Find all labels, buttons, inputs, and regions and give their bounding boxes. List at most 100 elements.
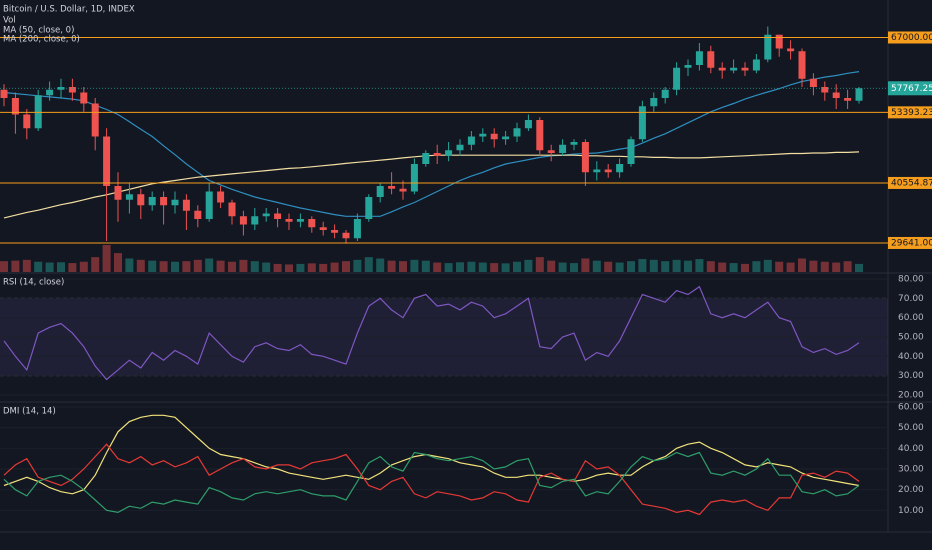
- volume-bar: [786, 262, 795, 272]
- volume-bar: [34, 261, 43, 272]
- volume-bar: [125, 258, 134, 272]
- candle-body: [707, 51, 715, 68]
- volume-bar: [775, 261, 784, 272]
- series-line: [3, 443, 860, 516]
- candle-body: [832, 92, 840, 98]
- volume-bar: [239, 259, 248, 272]
- volume-bar: [627, 261, 635, 272]
- volume-bar: [604, 261, 613, 272]
- y-tick-label: 30.00: [898, 465, 924, 475]
- volume-bar: [592, 260, 601, 272]
- volume-bar: [114, 253, 122, 272]
- volume-bar: [444, 263, 453, 272]
- volume-bar: [262, 262, 271, 272]
- volume-bar: [250, 261, 259, 272]
- y-tick-label: 60.00: [898, 313, 924, 323]
- candle-body: [809, 78, 817, 87]
- volume-bar: [399, 261, 407, 272]
- candle-body: [524, 120, 532, 129]
- y-tick-label: 40.00: [898, 352, 924, 362]
- volume-bar: [171, 261, 179, 272]
- level-label: 67000.00: [891, 33, 932, 43]
- candle-body: [137, 194, 145, 206]
- candle-body: [673, 67, 681, 90]
- candle-body: [114, 186, 122, 200]
- volume-bar: [79, 261, 88, 272]
- candle-body: [399, 188, 407, 192]
- candle-body: [695, 51, 703, 65]
- volume-bar: [193, 259, 202, 272]
- candle-body: [353, 219, 361, 239]
- candle-body: [376, 186, 384, 197]
- volume-bar: [558, 262, 567, 272]
- volume-bar: [855, 263, 863, 272]
- volume-bar: [57, 262, 65, 272]
- volume-bar: [216, 260, 225, 272]
- y-tick-label: 50.00: [898, 333, 924, 343]
- volume-bar: [547, 260, 556, 272]
- candle-body: [365, 197, 373, 219]
- series-line: [3, 285, 860, 381]
- series-line: [3, 71, 860, 217]
- candle-body: [91, 103, 99, 137]
- labels: 67000.00 53393.23 40554.87 29641.00 57767.25…: [3, 5, 932, 516]
- volume-bar: [45, 262, 54, 272]
- candle-body: [422, 153, 430, 164]
- candle-body: [331, 230, 339, 233]
- series-line: [3, 451, 860, 514]
- volume-bar: [387, 260, 396, 272]
- volume-bar: [159, 261, 168, 272]
- volume-bar: [0, 261, 8, 272]
- candle-body: [479, 133, 487, 137]
- candle-body: [604, 169, 612, 173]
- candle-body: [217, 191, 225, 203]
- volume-bar: [695, 259, 704, 272]
- legend-entry: MA (50, close, 0): [3, 26, 74, 36]
- volume-bar: [307, 263, 316, 272]
- volume-bar: [91, 257, 100, 272]
- chart-title: Bitcoin / U.S. Dollar, 1D, INDEX: [3, 5, 135, 15]
- volume-bar: [102, 245, 111, 272]
- candle-body: [559, 144, 567, 153]
- volume-bar: [706, 261, 715, 272]
- candle-body: [593, 169, 601, 173]
- volume-bar: [478, 262, 487, 272]
- candle-body: [11, 98, 19, 115]
- volume-bar: [615, 262, 624, 272]
- volume-bar: [353, 259, 362, 272]
- y-tick-label: 60.00: [898, 403, 924, 413]
- candle-body: [741, 67, 749, 71]
- level-label: 40554.87: [891, 178, 932, 188]
- last-price-label: 57767.25: [891, 84, 932, 94]
- volume-bar: [718, 262, 727, 272]
- candle-body: [46, 89, 54, 96]
- volume-bar: [319, 263, 328, 272]
- volume-bar: [638, 259, 647, 272]
- y-tick-label: 20.00: [898, 391, 924, 401]
- candle-body: [125, 194, 133, 200]
- volume-bar: [820, 261, 829, 272]
- y-tick-label: 50.00: [898, 423, 924, 433]
- candle-body: [388, 186, 396, 189]
- volume-bar: [832, 262, 841, 272]
- y-tick-label: 20.00: [898, 485, 924, 495]
- volume-title: Vol: [3, 16, 16, 26]
- volume-bar: [684, 260, 692, 272]
- candle-body: [844, 98, 852, 101]
- candle-body: [456, 144, 464, 151]
- candle-body: [798, 51, 806, 79]
- volume-bar: [809, 260, 818, 272]
- candle-body: [661, 89, 669, 98]
- volume-bar: [741, 263, 749, 272]
- volume-bar: [763, 259, 772, 272]
- y-tick-label: 70.00: [898, 294, 924, 304]
- volume-bar: [342, 261, 350, 272]
- level-tag: [888, 106, 932, 119]
- grid: [0, 278, 888, 511]
- last-price-tag: [888, 81, 932, 96]
- candle-body: [319, 227, 327, 230]
- candle-body: [410, 164, 418, 192]
- volume-bar: [729, 263, 738, 272]
- y-tick-label: 30.00: [898, 371, 924, 381]
- volume-bar: [843, 261, 852, 272]
